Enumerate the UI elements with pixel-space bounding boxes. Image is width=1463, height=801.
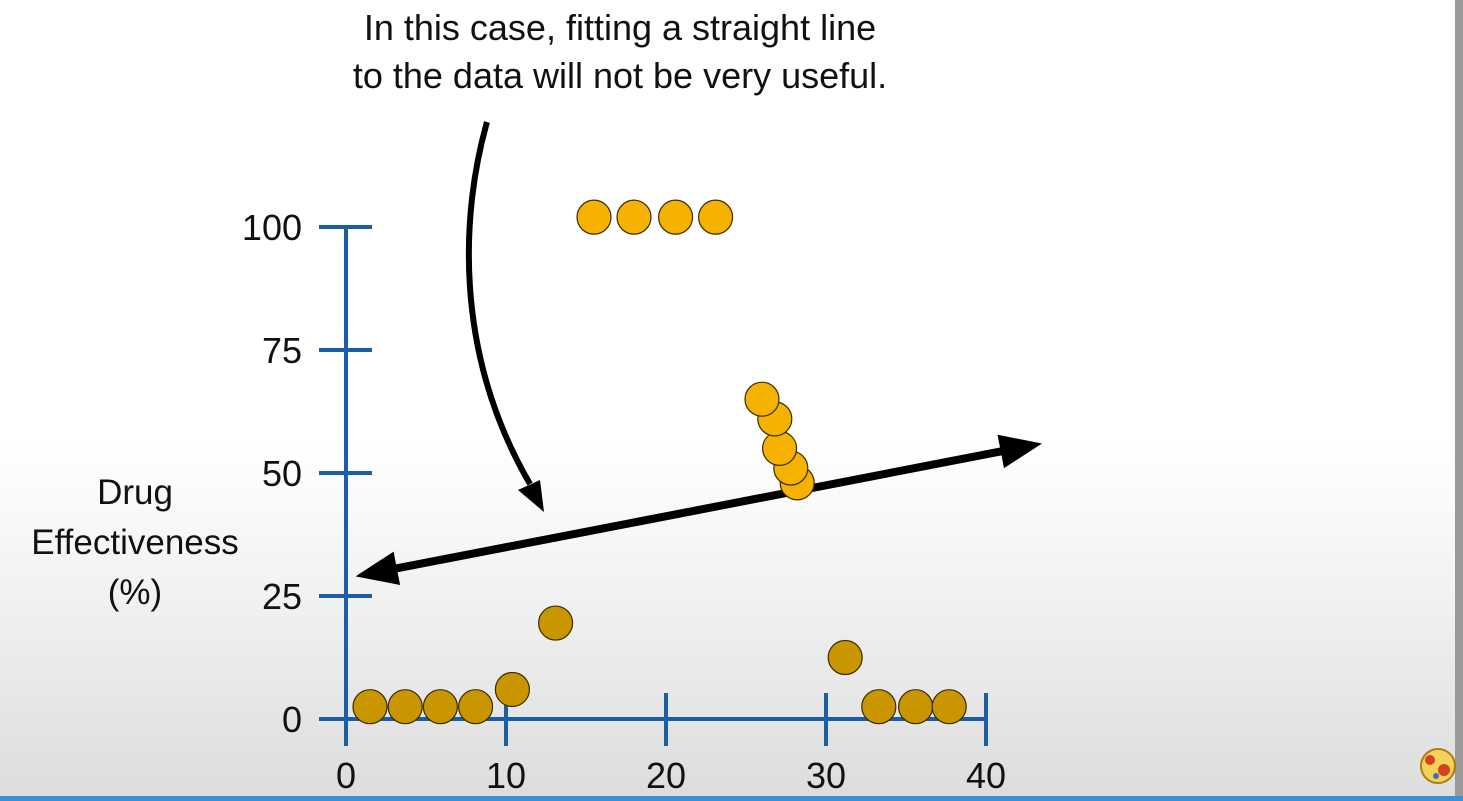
data-point	[537, 605, 574, 641]
data-point	[697, 199, 734, 235]
axes	[319, 225, 988, 746]
annotation-text: In this case, fitting a straight line to…	[270, 4, 970, 100]
x-tick-label: 10	[486, 755, 526, 796]
data-points	[352, 199, 967, 725]
y-axis-label-line-3: (%)	[107, 573, 163, 612]
y-tick-label: 50	[262, 453, 302, 494]
annotation-arrow-shaft	[465, 121, 533, 486]
data-point	[897, 689, 934, 725]
data-point	[576, 199, 612, 235]
window-edge	[1455, 0, 1463, 801]
data-point	[352, 689, 388, 725]
data-point	[744, 381, 780, 417]
annotation-arrow	[465, 121, 544, 512]
x-tick-label: 30	[806, 755, 846, 796]
data-point	[422, 689, 458, 725]
channel-logo-icon	[1416, 740, 1456, 788]
y-tick-label: 100	[242, 207, 302, 248]
fit-line-segment	[392, 446, 1006, 574]
data-point	[616, 199, 652, 235]
annotation-line-2: to the data will not be very useful.	[352, 55, 888, 96]
tick-labels: 0 25 50 75 100 0 10 20 30 40	[242, 207, 1006, 796]
data-point	[761, 430, 798, 466]
y-tick-label: 75	[262, 330, 302, 371]
annotation-arrow-head	[518, 480, 544, 512]
fit-line-arrowhead-left	[355, 551, 401, 586]
x-tick-label: 40	[966, 755, 1006, 796]
y-axis-label-line-1: Drug	[97, 473, 173, 512]
y-tick-label: 0	[282, 699, 302, 740]
y-axis-label-line-2: Effectiveness	[31, 523, 239, 562]
progress-bar	[0, 796, 1463, 801]
x-tick-label: 20	[646, 755, 686, 796]
data-point	[931, 689, 967, 725]
data-point	[387, 689, 423, 725]
data-point	[657, 199, 694, 235]
annotation-line-1: In this case, fitting a straight line	[363, 7, 877, 48]
data-point	[494, 671, 531, 708]
data-point	[861, 689, 897, 725]
x-tick-label: 0	[336, 755, 356, 796]
fit-line-arrowhead-right	[997, 434, 1042, 469]
y-tick-label: 25	[262, 576, 302, 617]
fit-line	[355, 434, 1042, 586]
data-point	[458, 689, 494, 725]
data-point	[827, 639, 863, 676]
y-axis-label: Drug Effectiveness (%)	[0, 468, 270, 618]
